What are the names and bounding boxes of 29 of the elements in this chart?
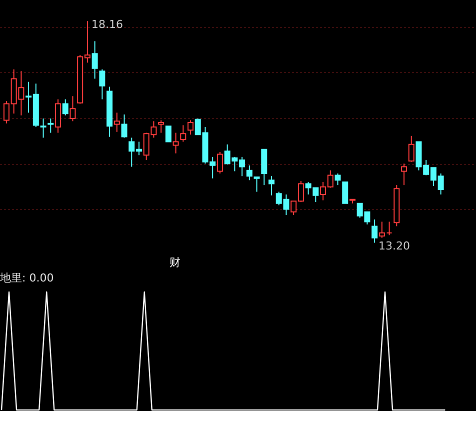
candlestick xyxy=(386,221,392,236)
candlestick xyxy=(48,118,54,134)
annotation: 13.20 xyxy=(378,240,410,253)
candlestick xyxy=(216,152,223,174)
text: 财 xyxy=(170,256,180,269)
candlestick xyxy=(99,68,106,100)
candlestick xyxy=(268,176,274,196)
candlestick xyxy=(158,120,164,134)
candlestick xyxy=(92,40,98,80)
candlestick xyxy=(180,124,186,142)
candlestick xyxy=(401,163,408,186)
candlestick xyxy=(55,98,62,134)
candlestick xyxy=(378,221,385,238)
candlestick xyxy=(114,112,120,132)
candlestick xyxy=(40,118,46,138)
candlestick xyxy=(342,181,348,204)
candlestick xyxy=(254,176,260,192)
candlestick xyxy=(408,135,414,162)
candlestick xyxy=(246,164,252,181)
candlestick xyxy=(62,98,68,116)
candlestick xyxy=(121,114,128,138)
candlestick xyxy=(334,172,341,186)
candlestick xyxy=(70,96,76,122)
annotation: 18.16 xyxy=(91,18,123,32)
candlestick xyxy=(165,126,172,142)
candlestick xyxy=(172,132,179,154)
chart-title: 地里: 0.00 xyxy=(0,271,54,284)
candlestick xyxy=(372,218,378,244)
candlestick xyxy=(188,120,194,136)
